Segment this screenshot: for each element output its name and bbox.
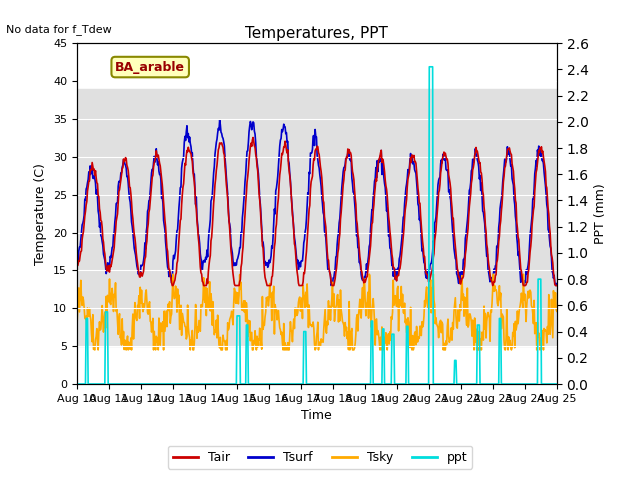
- Tsurf: [73, 260, 81, 265]
- Tsky: [553, 309, 561, 314]
- Tsky: [132, 312, 140, 317]
- Tair: [180, 170, 188, 176]
- Line: Tsurf: Tsurf: [77, 120, 557, 286]
- Tsurf: [131, 249, 139, 255]
- Tsky: [376, 347, 384, 353]
- ppt: [131, 381, 139, 387]
- X-axis label: Time: Time: [301, 409, 332, 422]
- Bar: [77, 89, 557, 346]
- Tsurf: [180, 154, 188, 159]
- Tsurf: [216, 117, 223, 123]
- Tsurf: [376, 153, 384, 159]
- Tair: [82, 208, 90, 214]
- Y-axis label: PPT (mm): PPT (mm): [594, 183, 607, 244]
- Tair: [553, 283, 561, 288]
- Line: Tsky: Tsky: [77, 274, 557, 350]
- Line: Tair: Tair: [77, 137, 557, 286]
- ppt: [388, 331, 396, 337]
- Text: BA_arable: BA_arable: [115, 60, 185, 73]
- Text: No data for f_Tdew: No data for f_Tdew: [6, 24, 112, 35]
- Title: Temperatures, PPT: Temperatures, PPT: [245, 25, 388, 41]
- Tsurf: [82, 197, 90, 203]
- ppt: [180, 381, 188, 387]
- Tair: [168, 283, 176, 288]
- Tsurf: [553, 281, 561, 287]
- Tair: [73, 258, 81, 264]
- Tsky: [82, 316, 90, 322]
- Tair: [376, 154, 384, 160]
- ppt: [82, 381, 90, 387]
- Tair: [206, 257, 214, 263]
- ppt: [73, 381, 81, 387]
- Tsky: [91, 347, 99, 353]
- Legend: Tair, Tsurf, Tsky, ppt: Tair, Tsurf, Tsky, ppt: [168, 446, 472, 469]
- Tsurf: [327, 283, 335, 288]
- Tsurf: [205, 229, 213, 235]
- Tair: [390, 264, 397, 270]
- Tsky: [390, 302, 397, 308]
- ppt: [553, 381, 561, 387]
- Line: ppt: ppt: [77, 67, 557, 384]
- Tsky: [73, 326, 81, 332]
- Tair: [249, 134, 257, 140]
- ppt: [374, 381, 382, 387]
- Tsky: [181, 324, 189, 329]
- Tsky: [207, 308, 214, 314]
- Y-axis label: Temperature (C): Temperature (C): [35, 163, 47, 264]
- Tair: [131, 235, 139, 240]
- ppt: [426, 64, 433, 70]
- Tsky: [169, 271, 177, 277]
- ppt: [205, 381, 213, 387]
- Tsurf: [390, 268, 397, 274]
